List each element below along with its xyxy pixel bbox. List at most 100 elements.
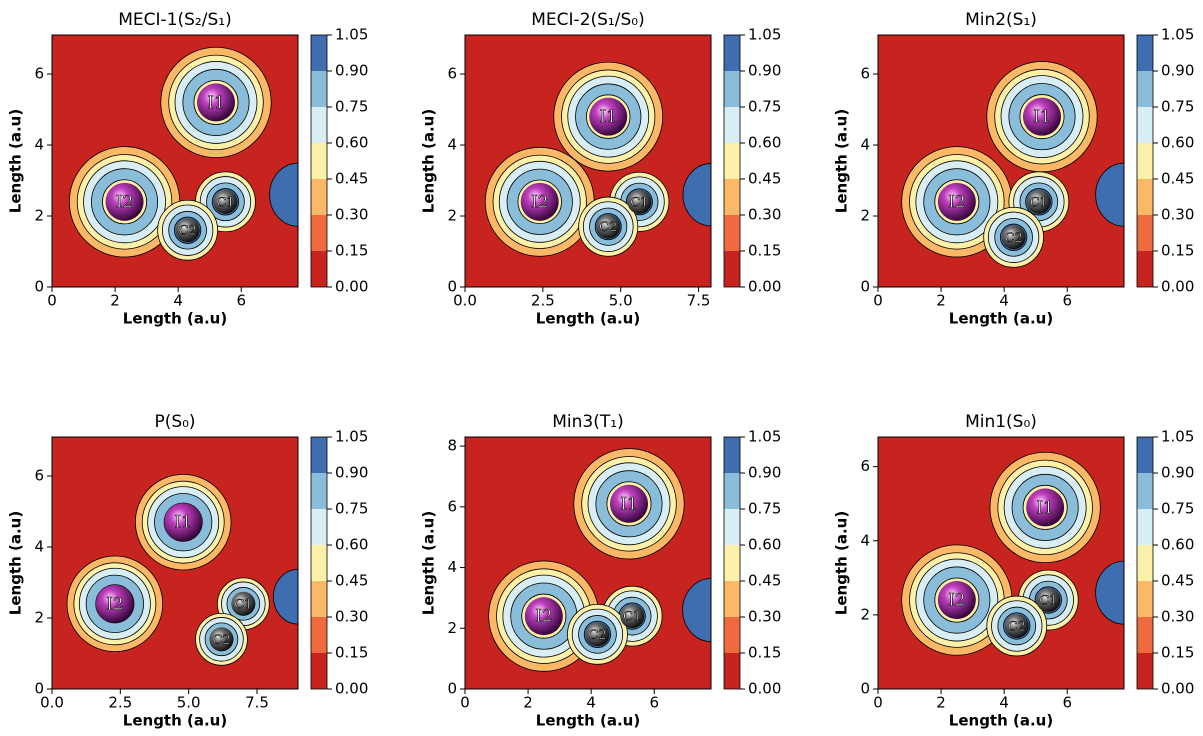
atom-label: I1 (174, 513, 192, 533)
y-axis-label: Length (a.u) (833, 511, 851, 615)
colorbar-tick-label: 0.90 (335, 62, 368, 80)
colorbar-band (311, 653, 327, 689)
atom (937, 182, 976, 221)
panel: I1 I2 C1 C2 0 2 4 6 0 2 4 6 Min1(S₀) Length (a.u) Leng… (833, 412, 1195, 730)
y-tick-label: 2 (860, 207, 870, 225)
y-tick-label: 6 (34, 65, 44, 83)
x-tick-label: 5.0 (609, 292, 633, 310)
colorbar-band (311, 617, 327, 653)
colorbar-tick-label: 1.05 (1161, 428, 1194, 446)
colorbar-tick-label: 0.30 (335, 206, 368, 224)
y-tick-label: 0 (34, 278, 44, 296)
y-tick-label: 2 (34, 609, 44, 627)
x-axis-label: Length (a.u) (123, 310, 227, 328)
x-tick-label: 5.0 (177, 694, 201, 712)
colorbar-tick-label: 0.60 (748, 134, 781, 152)
colorbar-band (311, 251, 327, 287)
colorbar-band (311, 581, 327, 617)
x-tick-label: 4 (586, 694, 596, 712)
atom-label: C1 (630, 195, 648, 210)
colorbar-tick-label: 0.00 (748, 680, 781, 698)
colorbar-tick-label: 0.15 (1161, 242, 1194, 260)
colorbar-band (311, 107, 327, 143)
colorbar-band (724, 179, 740, 215)
colorbar-band (724, 473, 740, 509)
atom (209, 627, 234, 652)
y-tick-label: 2 (447, 619, 457, 637)
colorbar-tick-label: 0.45 (1161, 170, 1194, 188)
plot-frame (51, 34, 299, 288)
y-axis-label: Length (a.u) (833, 109, 851, 213)
x-tick-label: 4 (999, 292, 1009, 310)
x-tick-label: 0 (873, 694, 883, 712)
field (52, 35, 298, 287)
x-tick-label: 0 (460, 694, 470, 712)
colorbar-tick-label: 0.60 (1161, 536, 1194, 554)
colorbar-band (311, 179, 327, 215)
atom-label: C2 (599, 220, 617, 235)
colorbar-tick-label: 0.15 (748, 644, 781, 662)
x-tick-label: 2 (110, 292, 120, 310)
field-region (269, 162, 298, 227)
x-tick-label: 0 (873, 292, 883, 310)
colorbar-band (724, 143, 740, 179)
chart-title: MECI-1(S₂/S₁) (118, 10, 231, 30)
y-tick-label: 6 (34, 467, 44, 485)
colorbar-frame (310, 436, 328, 690)
y-tick-label: 8 (447, 437, 457, 455)
field (878, 437, 1124, 689)
colorbar-tick-label: 0.60 (335, 134, 368, 152)
x-tick-label: 2.5 (531, 292, 555, 310)
atom (620, 604, 645, 629)
colorbar-band (1137, 143, 1153, 179)
colorbar-band (724, 71, 740, 107)
colorbar-tick-label: 0.75 (335, 98, 368, 116)
colorbar-tick-label: 1.05 (748, 428, 781, 446)
atom-label: I1 (599, 107, 617, 127)
colorbar-tick-label: 0.45 (335, 572, 368, 590)
colorbar-tick-label: 0.60 (1161, 134, 1194, 152)
atom (520, 182, 559, 221)
panel: I1 I2 C1 C2 0.0 2.5 5.0 7.5 0 2 4 6 P(S₀) Length (a.u… (7, 412, 369, 730)
y-tick-label: 2 (447, 207, 457, 225)
y-tick-label: 4 (447, 136, 457, 154)
x-axis-label: Length (a.u) (536, 712, 640, 730)
y-tick-label: 2 (34, 207, 44, 225)
atom (1036, 588, 1061, 613)
plot-frame (51, 436, 299, 690)
colorbar-tick-label: 0.90 (1161, 464, 1194, 482)
colorbar-band (1137, 215, 1153, 251)
atom (197, 83, 235, 122)
atom (596, 214, 621, 239)
y-axis-label: Length (a.u) (420, 511, 438, 615)
y-tick-label: 0 (447, 278, 457, 296)
colorbar-frame (723, 436, 741, 690)
colorbar-tick-label: 0.90 (335, 464, 368, 482)
colorbar-tick-label: 1.05 (1161, 26, 1194, 44)
colorbar-band (1137, 617, 1153, 653)
panel: I1 I2 C1 C2 0 2 4 6 0 2 4 6 Min2(S₁) Length (a.u) Leng… (833, 10, 1195, 328)
colorbar-band (1137, 581, 1153, 617)
colorbar-band (724, 545, 740, 581)
atom (213, 189, 238, 214)
atom (175, 218, 200, 243)
colorbar-band (311, 71, 327, 107)
atom (1026, 488, 1065, 527)
atom-label: I2 (531, 192, 549, 212)
x-tick-label: 4 (173, 292, 183, 310)
y-tick-label: 6 (860, 457, 870, 475)
x-tick-label: 6 (1062, 292, 1072, 310)
colorbar-band (724, 215, 740, 251)
colorbar-frame (723, 34, 741, 288)
x-tick-label: 2 (936, 694, 946, 712)
colorbar-tick-label: 1.05 (335, 428, 368, 446)
colorbar-tick-label: 0.90 (748, 464, 781, 482)
colorbar-tick-label: 0.30 (335, 608, 368, 626)
colorbar-band (1137, 179, 1153, 215)
atom (164, 503, 203, 542)
colorbar-band (1137, 35, 1153, 71)
colorbar-tick-label: 0.45 (1161, 572, 1194, 590)
atom (1023, 97, 1061, 136)
colorbar-tick-label: 0.90 (1161, 62, 1194, 80)
atom-label: C1 (216, 195, 234, 210)
